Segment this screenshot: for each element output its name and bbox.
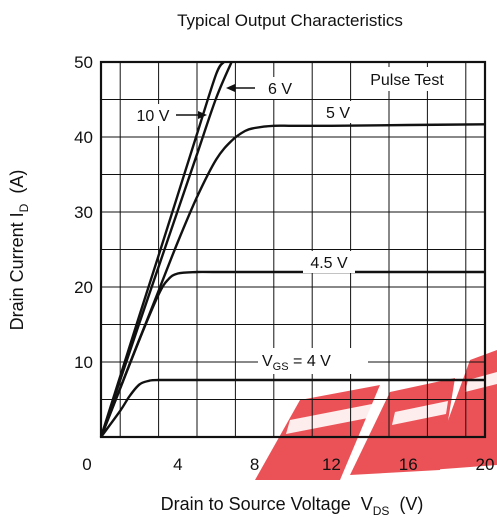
svg-text:VGS = 4 V: VGS = 4 V bbox=[262, 353, 331, 373]
y-tick-label: 20 bbox=[74, 278, 93, 297]
x-tick-label: 12 bbox=[322, 455, 341, 474]
x-axis-label: Drain to Source Voltage VDS (V) bbox=[161, 494, 424, 518]
y-tick-label: 50 bbox=[74, 53, 93, 72]
chart-title: Typical Output Characteristics bbox=[177, 11, 403, 30]
series-line-4 bbox=[100, 378, 485, 438]
x-tick-label: 8 bbox=[250, 455, 259, 474]
y-tick-labels: 10 20 30 40 50 bbox=[74, 53, 93, 372]
svg-text:6 V: 6 V bbox=[268, 81, 292, 98]
x-tick-label: 0 bbox=[82, 455, 91, 474]
svg-text:5 V: 5 V bbox=[326, 105, 350, 122]
y-tick-label: 40 bbox=[74, 128, 93, 147]
label-10v: 10 V bbox=[132, 104, 207, 126]
svg-text:10 V: 10 V bbox=[137, 108, 170, 125]
x-tick-label: 16 bbox=[399, 455, 418, 474]
y-tick-label: 30 bbox=[74, 203, 93, 222]
grid-lines bbox=[101, 62, 485, 437]
label-4-5v: 4.5 V bbox=[303, 251, 355, 273]
svg-text:Pulse Test: Pulse Test bbox=[370, 72, 444, 89]
series-line-1 bbox=[99, 61, 233, 438]
plot-frame bbox=[99, 60, 487, 439]
x-tick-label: 4 bbox=[173, 455, 182, 474]
y-axis-label: Drain Current ID (A) bbox=[7, 170, 31, 331]
x-tick-labels: 0 4 8 12 16 20 bbox=[82, 455, 494, 474]
label-6v: 6 V bbox=[226, 77, 302, 99]
x-tick-label: 20 bbox=[476, 455, 495, 474]
y-tick-label: 10 bbox=[74, 353, 93, 372]
label-5v: 5 V bbox=[318, 101, 358, 123]
pulse-test-note: Pulse Test bbox=[354, 67, 460, 91]
series-line-0 bbox=[99, 61, 225, 438]
svg-text:4.5 V: 4.5 V bbox=[310, 255, 348, 272]
label-vgs-4v: VGS = 4 V bbox=[258, 348, 368, 374]
